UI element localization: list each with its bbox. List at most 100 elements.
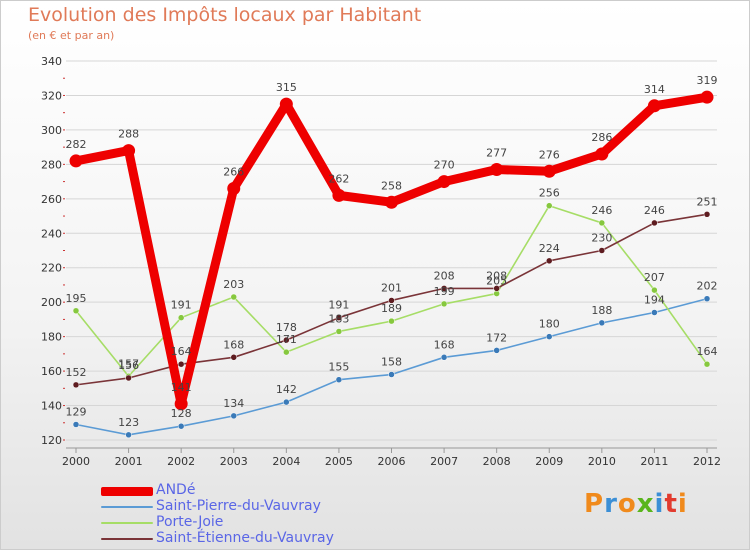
legend-label-porte-joie: Porte-Joie xyxy=(156,514,224,530)
data-label-saint-etienne-du-vauvray-2001: 156 xyxy=(118,359,139,372)
point-porte-joie-2005 xyxy=(335,328,343,335)
point-saint-pierre-du-vauvray-2011 xyxy=(651,309,658,316)
logo-letter: x xyxy=(636,489,655,519)
point-porte-joie-2000 xyxy=(72,307,80,315)
point-saint-etienne-du-vauvray-2005 xyxy=(335,314,343,321)
point-ande-2002 xyxy=(174,397,188,411)
point-ande-2001 xyxy=(122,144,136,158)
x-tick-label-2000: 2000 xyxy=(62,455,90,468)
logo-letter: i xyxy=(677,489,688,519)
data-label-saint-pierre-du-vauvray-2004: 142 xyxy=(276,383,297,396)
y-tick-label-180: 180 xyxy=(41,331,62,344)
legend-swatch-porte-joie xyxy=(101,522,153,524)
point-saint-pierre-du-vauvray-2007 xyxy=(440,354,448,361)
y-tick-label-340: 340 xyxy=(41,55,62,68)
point-saint-pierre-du-vauvray-2006 xyxy=(388,371,395,378)
data-label-saint-pierre-du-vauvray-2012: 202 xyxy=(697,280,718,293)
point-porte-joie-2010 xyxy=(598,219,606,227)
point-ande-2007 xyxy=(437,175,451,189)
data-label-saint-etienne-du-vauvray-2003: 168 xyxy=(223,338,244,351)
y-tick-label-160: 160 xyxy=(41,365,62,378)
y-tick-label-240: 240 xyxy=(41,227,62,240)
point-saint-pierre-du-vauvray-2010 xyxy=(598,319,606,327)
data-label-saint-pierre-du-vauvray-2005: 155 xyxy=(328,361,349,374)
point-ande-2000 xyxy=(69,154,83,168)
data-label-saint-etienne-du-vauvray-2011: 246 xyxy=(644,204,665,217)
point-ande-2003 xyxy=(227,181,241,195)
x-tick-label-2003: 2003 xyxy=(220,455,248,468)
y-tick-label-220: 220 xyxy=(41,262,62,275)
data-label-saint-pierre-du-vauvray-2007: 168 xyxy=(434,338,455,351)
x-tick-label-2011: 2011 xyxy=(640,455,668,468)
data-label-ande-2008: 277 xyxy=(486,147,507,160)
series-layer xyxy=(69,90,714,439)
y-tick-label-140: 140 xyxy=(41,400,62,413)
logo-letter: t xyxy=(664,489,678,519)
data-label-layer: 129 123 128 134 142 155 158 168 172 180 188 194 202 1… xyxy=(66,74,718,429)
point-saint-etienne-du-vauvray-2002 xyxy=(177,360,185,368)
data-label-saint-etienne-du-vauvray-2009: 224 xyxy=(539,242,560,255)
data-label-saint-etienne-du-vauvray-2008: 208 xyxy=(486,269,507,282)
data-label-ande-2005: 262 xyxy=(328,172,349,185)
point-saint-etienne-du-vauvray-2000 xyxy=(72,381,80,389)
point-porte-joie-2004 xyxy=(283,348,290,356)
data-label-ande-2009: 276 xyxy=(539,148,560,161)
point-saint-etienne-du-vauvray-2010 xyxy=(598,247,606,254)
point-ande-2009 xyxy=(542,164,556,178)
x-tick-label-2010: 2010 xyxy=(588,455,616,468)
legend-label-ande: ANDé xyxy=(156,482,196,498)
point-saint-etienne-du-vauvray-2007 xyxy=(440,285,448,292)
data-label-ande-2007: 270 xyxy=(434,159,455,172)
legend-label-saint-pierre: Saint-Pierre-du-Vauvray xyxy=(156,498,321,514)
point-saint-etienne-du-vauvray-2006 xyxy=(388,297,395,304)
x-tick-label-2001: 2001 xyxy=(115,455,143,468)
data-label-ande-2010: 286 xyxy=(591,131,612,144)
point-saint-pierre-du-vauvray-2000 xyxy=(72,421,80,428)
data-label-saint-pierre-du-vauvray-2003: 134 xyxy=(223,397,244,410)
x-tick-label-2006: 2006 xyxy=(378,455,406,468)
point-ande-2012 xyxy=(700,90,714,104)
data-label-porte-joie-2007: 199 xyxy=(434,285,455,298)
data-label-ande-2003: 266 xyxy=(223,165,244,178)
point-saint-etienne-du-vauvray-2003 xyxy=(230,354,237,361)
data-label-saint-pierre-du-vauvray-2009: 180 xyxy=(539,318,560,331)
point-saint-pierre-du-vauvray-2001 xyxy=(125,431,132,439)
y-tick-label-260: 260 xyxy=(41,193,62,206)
point-porte-joie-2002 xyxy=(177,314,185,321)
data-label-ande-2000: 282 xyxy=(66,138,87,151)
point-saint-pierre-du-vauvray-2002 xyxy=(177,422,185,430)
point-porte-joie-2006 xyxy=(388,317,395,325)
data-label-porte-joie-2004: 171 xyxy=(276,333,297,346)
point-saint-etienne-du-vauvray-2009 xyxy=(546,257,553,265)
x-tick-label-2004: 2004 xyxy=(272,455,300,468)
data-label-saint-etienne-du-vauvray-2006: 201 xyxy=(381,281,402,294)
legend-swatch-saint-etienne xyxy=(101,538,153,540)
legend-swatch-ande xyxy=(101,487,153,496)
chart-title: Evolution des Impôts locaux par Habitant xyxy=(28,4,422,26)
data-label-ande-2011: 314 xyxy=(644,83,665,96)
data-label-saint-pierre-du-vauvray-2002: 128 xyxy=(171,407,192,420)
y-tick-label-280: 280 xyxy=(41,158,62,171)
data-label-porte-joie-2011: 207 xyxy=(644,271,665,284)
data-label-saint-pierre-du-vauvray-2011: 194 xyxy=(644,294,665,307)
point-saint-etienne-du-vauvray-2011 xyxy=(651,219,658,227)
data-label-saint-etienne-du-vauvray-2005: 191 xyxy=(328,299,349,312)
data-label-porte-joie-2002: 191 xyxy=(171,299,192,312)
x-tick-label-2007: 2007 xyxy=(430,455,458,468)
data-label-porte-joie-2010: 246 xyxy=(591,204,612,217)
chart-subtitle: (en € et par an) xyxy=(28,29,115,42)
grid-layer xyxy=(66,60,717,441)
axis-layer: 120 140 160 180 200 220 240 260 280 300 320 340 2000… xyxy=(41,55,721,468)
x-tick-label-2012: 2012 xyxy=(693,455,721,468)
data-label-saint-pierre-du-vauvray-2008: 172 xyxy=(486,331,507,344)
logo-letter: o xyxy=(617,489,637,519)
data-label-saint-pierre-du-vauvray-2010: 188 xyxy=(591,304,612,317)
data-label-porte-joie-2008: 205 xyxy=(486,275,507,288)
point-saint-pierre-du-vauvray-2008 xyxy=(493,347,500,354)
point-saint-pierre-du-vauvray-2003 xyxy=(230,412,237,420)
point-porte-joie-2012 xyxy=(703,360,711,368)
data-label-ande-2006: 258 xyxy=(381,179,402,192)
data-label-saint-etienne-du-vauvray-2004: 178 xyxy=(276,321,297,334)
point-ande-2006 xyxy=(385,195,398,209)
